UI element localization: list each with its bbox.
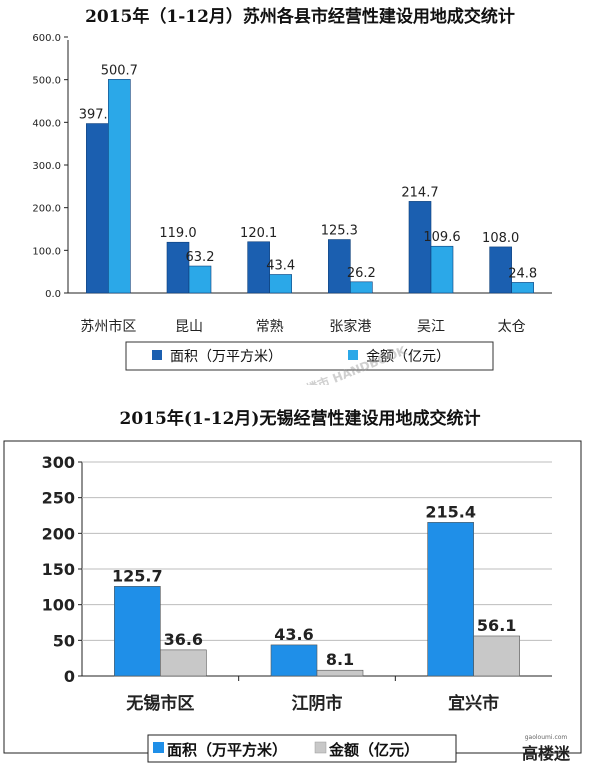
suzhou-category-label: 吴江 bbox=[417, 319, 445, 335]
wuxi-category-label: 无锡市区 bbox=[125, 693, 194, 714]
wuxi-chart-svg: 2015年(1-12月)无锡经营性建设用地成交统计 0 50 100 150 200 25… bbox=[3, 408, 582, 763]
wuxi-data-label: 8.1 bbox=[326, 650, 354, 669]
suzhou-category-label: 太仓 bbox=[498, 319, 526, 335]
suzhou-legend-label-area: 面积（万平方米） bbox=[170, 349, 282, 365]
wuxi-legend-label-amount: 金额（亿元） bbox=[328, 741, 419, 759]
suzhou-chart-svg: 2015年（1-12月）苏州各县市经营性建设用地成交统计 0.0 100.0 200… bbox=[32, 6, 552, 385]
suzhou-data-label: 120.1 bbox=[240, 226, 277, 241]
suzhou-data-label: 26.2 bbox=[347, 266, 376, 281]
suzhou-legend: 面积（万平方米） 金额（亿元） bbox=[125, 341, 494, 371]
suzhou-data-label: 108.0 bbox=[482, 231, 519, 246]
suzhou-chart-title: 2015年（1-12月）苏州各县市经营性建设用地成交统计 bbox=[85, 6, 515, 27]
suzhou-ytick-label: 400.0 bbox=[32, 118, 61, 129]
suzhou-bar-area bbox=[328, 239, 351, 294]
suzhou-bar-area bbox=[247, 241, 270, 294]
wuxi-bar-area bbox=[427, 522, 474, 677]
suzhou-category-label: 昆山 bbox=[175, 319, 203, 335]
suzhou-legend-label-amount: 金额（亿元） bbox=[366, 349, 450, 365]
suzhou-bar-area bbox=[489, 246, 512, 294]
suzhou-data-label: 500.7 bbox=[101, 63, 138, 78]
wuxi-data-label: 36.6 bbox=[164, 630, 203, 649]
suzhou-legend-swatch-amount bbox=[348, 350, 358, 360]
wuxi-category-label: 宜兴市 bbox=[448, 693, 499, 714]
suzhou-bar-amount bbox=[269, 274, 292, 294]
suzhou-data-label: 125.3 bbox=[321, 224, 358, 239]
wuxi-bar-area bbox=[270, 644, 318, 677]
suzhou-data-label: 43.4 bbox=[266, 258, 295, 273]
wuxi-data-label: 43.6 bbox=[274, 625, 313, 644]
suzhou-data-label: 397.1 bbox=[79, 108, 116, 123]
suzhou-data-label: 63.2 bbox=[186, 250, 215, 265]
suzhou-legend-box bbox=[125, 341, 494, 371]
wuxi-legend-swatch-area bbox=[153, 742, 164, 753]
suzhou-category-label: 苏州市区 bbox=[80, 318, 136, 335]
suzhou-data-label: 214.7 bbox=[401, 185, 438, 200]
suzhou-ytick-label: 100.0 bbox=[32, 246, 61, 257]
wuxi-chart: 2015年(1-12月)无锡经营性建设用地成交统计 0 50 100 150 200 25… bbox=[0, 395, 600, 766]
wuxi-bar-amount bbox=[316, 669, 364, 677]
suzhou-ytick-label: 600.0 bbox=[32, 33, 61, 44]
suzhou-bar-amount bbox=[188, 265, 212, 294]
suzhou-ytick-label: 0.0 bbox=[45, 289, 61, 300]
suzhou-bar-amount bbox=[108, 79, 131, 294]
wuxi-ytick-label: 150 bbox=[42, 560, 75, 579]
suzhou-category-label: 张家港 bbox=[329, 318, 371, 335]
suzhou-data-label: 109.6 bbox=[423, 230, 460, 245]
suzhou-data-label: 119.0 bbox=[159, 226, 196, 241]
wuxi-bar-amount bbox=[473, 635, 520, 677]
wuxi-ytick-label: 300 bbox=[42, 453, 75, 472]
suzhou-ytick-label: 200.0 bbox=[32, 204, 61, 215]
wuxi-chart-title: 2015年(1-12月)无锡经营性建设用地成交统计 bbox=[120, 408, 481, 429]
suzhou-legend-swatch-area bbox=[152, 350, 162, 360]
suzhou-bar-area bbox=[86, 123, 109, 294]
suzhou-plot: 0.0 100.0 200.0 300.0 400.0 500.0 600.0 397.1 50… bbox=[32, 33, 537, 335]
suzhou-data-label: 24.8 bbox=[508, 266, 537, 281]
wuxi-ytick-label: 0 bbox=[64, 667, 75, 686]
wuxi-plot: 0 50 100 150 200 250 300 125.7 36.6 无锡市区 43.6 8.1 江阴… bbox=[42, 453, 552, 714]
suzhou-bar-amount bbox=[350, 281, 373, 294]
wuxi-bar-area bbox=[114, 586, 161, 677]
suzhou-category-label: 常熟 bbox=[256, 319, 284, 335]
suzhou-bar-amount bbox=[511, 282, 534, 294]
wuxi-legend-box bbox=[147, 734, 457, 763]
wuxi-legend-label-area: 面积（万平方米） bbox=[167, 741, 287, 759]
wuxi-legend: 面积（万平方米） 金额（亿元） bbox=[147, 734, 457, 763]
wuxi-ytick-label: 50 bbox=[53, 631, 75, 650]
wuxi-data-label: 125.7 bbox=[112, 566, 163, 585]
suzhou-bar-area bbox=[408, 201, 432, 294]
wuxi-ytick-label: 200 bbox=[42, 524, 75, 543]
wuxi-ytick-label: 250 bbox=[42, 489, 75, 508]
suzhou-chart: 2015年（1-12月）苏州各县市经营性建设用地成交统计 0.0 100.0 200… bbox=[32, 6, 552, 385]
suzhou-ytick-label: 500.0 bbox=[32, 76, 61, 87]
wuxi-bar-amount bbox=[160, 649, 207, 677]
logo-text: 高楼迷 bbox=[522, 744, 571, 763]
wuxi-legend-swatch-amount bbox=[314, 741, 327, 754]
suzhou-ytick-label: 300.0 bbox=[32, 161, 61, 172]
logo-small-text: gaoloumi.com bbox=[525, 734, 568, 741]
wuxi-ytick-label: 100 bbox=[42, 596, 75, 615]
wuxi-data-label: 56.1 bbox=[477, 616, 516, 635]
suzhou-bar-amount bbox=[430, 245, 454, 294]
logo: gaoloumi.com 高楼迷 bbox=[522, 734, 571, 763]
wuxi-category-label: 江阴市 bbox=[292, 693, 343, 714]
wuxi-data-label: 215.4 bbox=[425, 502, 476, 521]
